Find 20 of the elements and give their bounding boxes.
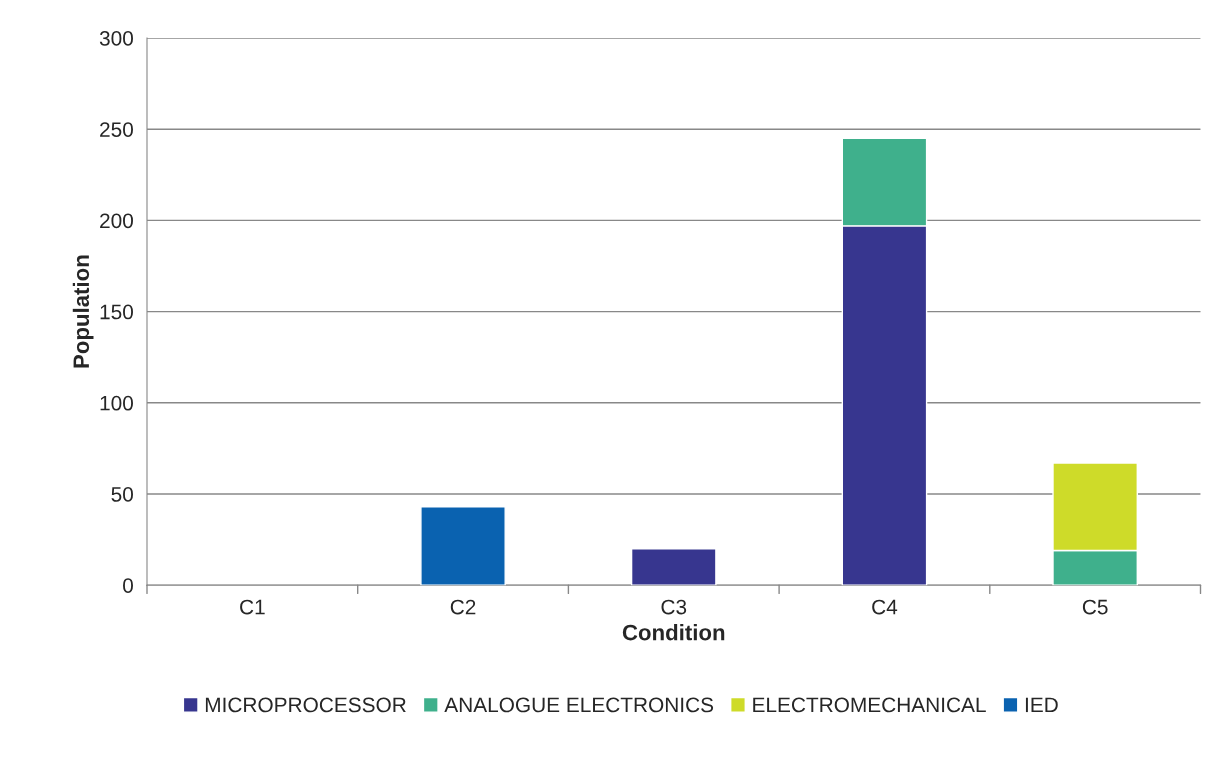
legend-label: IED	[1025, 697, 1058, 713]
y-tick-label: 0	[123, 578, 133, 593]
y-tick-label: 200	[100, 213, 133, 229]
y-tick-label: 150	[100, 304, 133, 320]
legend-label: ELECTROMECHANICAL	[753, 697, 986, 713]
x-axis-title: Condition	[622, 624, 725, 641]
x-tick-label: C4	[872, 599, 898, 615]
bar	[630, 548, 717, 586]
y-axis-title: Population	[72, 255, 94, 368]
y-tick-label: 250	[100, 122, 133, 137]
legend-label: ANALOGUE ELECTRONICS	[444, 697, 714, 713]
x-tick-label: C3	[661, 599, 687, 615]
x-tick-label: C2	[450, 599, 476, 615]
x-tick-label: C1	[240, 599, 265, 615]
y-tick-label: 100	[100, 395, 133, 411]
x-tick-label: C5	[1082, 599, 1108, 615]
bar	[420, 506, 506, 586]
legend-label: MICROPROCESSOR	[205, 697, 406, 713]
y-tick-label: 50	[111, 487, 133, 502]
y-tick-label: 300	[99, 31, 133, 46]
